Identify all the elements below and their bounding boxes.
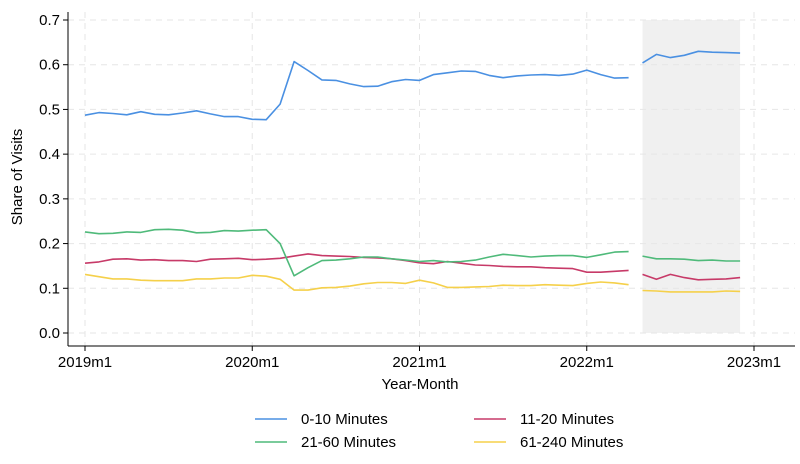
x-tick-label: 2020m1 — [225, 354, 279, 371]
series-line — [642, 273, 741, 281]
x-tick-label: 2019m1 — [58, 354, 112, 371]
legend: 0-10 Minutes 11-20 Minutes 21-60 Minutes 61… — [255, 411, 623, 451]
axis-layer: 0.0 0.1 0.2 0.3 0.4 0.5 0.6 0.7 2019m1 2020m1 2021… — [39, 12, 795, 371]
y-tick-label: 0.6 — [39, 57, 60, 74]
shaded-region-layer — [642, 20, 741, 333]
series-0 — [84, 50, 741, 121]
series-line — [642, 289, 741, 293]
y-tick-label: 0.4 — [39, 146, 60, 163]
legend-label: 11-20 Minutes — [520, 411, 614, 428]
series-line — [84, 228, 629, 277]
legend-label: 21-60 Minutes — [301, 434, 396, 451]
y-tick-label: 0.1 — [39, 280, 60, 297]
legend-item: 21-60 Minutes — [255, 434, 396, 451]
x-axis-title: Year-Month — [382, 376, 459, 393]
y-tick-label: 0.5 — [39, 101, 60, 118]
y-tick-label: 0.7 — [39, 12, 60, 29]
y-tick-label: 0.0 — [39, 325, 60, 342]
legend-item: 0-10 Minutes — [255, 411, 388, 428]
legend-label: 61-240 Minutes — [520, 434, 623, 451]
legend-item: 61-240 Minutes — [474, 434, 623, 451]
grid-layer — [68, 12, 795, 346]
legend-item: 11-20 Minutes — [474, 411, 614, 428]
y-tick-label: 0.3 — [39, 191, 60, 208]
series-1 — [84, 253, 741, 281]
shaded-period — [642, 20, 741, 333]
legend-label: 0-10 Minutes — [301, 411, 388, 428]
x-tick-label: 2023m1 — [727, 354, 781, 371]
series-layer — [84, 50, 741, 293]
series-2 — [84, 228, 741, 277]
series-line — [642, 50, 741, 64]
series-line — [84, 253, 629, 274]
y-tick-label: 0.2 — [39, 236, 60, 253]
series-line — [84, 60, 629, 121]
x-tick-label: 2021m1 — [392, 354, 446, 371]
y-axis-title: Share of Visits — [9, 129, 26, 225]
series-line — [84, 273, 629, 291]
series-line — [642, 255, 741, 262]
x-tick-label: 2022m1 — [560, 354, 614, 371]
series-3 — [84, 273, 741, 293]
